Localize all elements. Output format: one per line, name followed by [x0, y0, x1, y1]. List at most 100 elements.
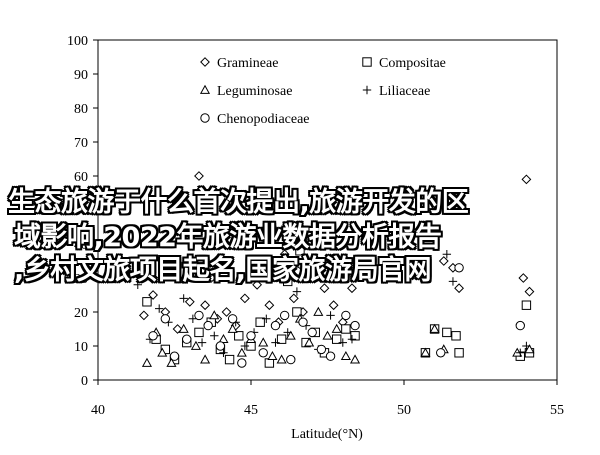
- y-tick-label: 90: [74, 68, 88, 83]
- gramineae-point: [328, 300, 339, 311]
- chenopodiaceae-point: [515, 320, 525, 331]
- liliaceae-point: [347, 335, 357, 344]
- x-tick-label: 45: [244, 403, 258, 418]
- chenopodiaceae-point: [350, 320, 360, 331]
- chenopodiaceae-point: [194, 310, 204, 321]
- liliaceae-point: [442, 250, 452, 259]
- liliaceae-point: [179, 294, 188, 303]
- leguminosae-point: [236, 347, 247, 357]
- leguminosae-point: [331, 323, 342, 333]
- leguminosae-point: [200, 354, 211, 364]
- gramineae-point: [172, 324, 183, 334]
- compositae-point: [224, 354, 235, 365]
- liliaceae-point: [326, 311, 335, 320]
- compositae-point: [255, 317, 265, 327]
- plot-area: [97, 39, 558, 381]
- chenopodiaceae-point: [148, 331, 158, 341]
- y-tick-label: 20: [74, 306, 88, 321]
- overlay-text-line-1: 生态旅游于什么首次提出,旅游开发的区: [8, 187, 469, 218]
- liliaceae-point: [304, 256, 314, 266]
- liliaceae-point: [240, 341, 250, 351]
- leguminosae-point: [166, 357, 177, 367]
- leguminosae-point: [209, 310, 220, 320]
- gramineae-point: [148, 290, 158, 300]
- leguminosae-point: [157, 347, 168, 357]
- x-tick-label: 55: [550, 403, 564, 418]
- x-tick-label: 50: [397, 403, 411, 418]
- legend-item-compositae: Compositae: [362, 56, 446, 71]
- compositae-point: [451, 331, 461, 341]
- chenopodiaceae-point: [182, 334, 192, 344]
- compositae-point: [350, 331, 360, 341]
- liliaceae-point: [262, 314, 271, 323]
- x-tick-label: 40: [91, 403, 105, 418]
- chenopodiaceae-point: [215, 341, 226, 351]
- gramineae-point: [319, 283, 330, 294]
- leguminosae-point: [420, 347, 431, 357]
- chenopodiaceae-point: [169, 351, 180, 361]
- compositae-point: [295, 246, 305, 256]
- legend: Gramineae Leguminosae Compositae Liliaceae C…: [199, 56, 446, 127]
- liliaceae-point: [219, 348, 228, 357]
- gramineae-point: [279, 249, 290, 260]
- leguminosae-point: [313, 306, 324, 316]
- x-axis-label: Latitude(°N): [291, 427, 363, 442]
- y-tick-label: 0: [81, 374, 88, 389]
- chenopodiaceae-point: [298, 317, 308, 327]
- leguminosae-point: [258, 337, 269, 347]
- chenopodiaceae-point: [436, 348, 446, 358]
- gramineae-point: [221, 307, 232, 317]
- y-tick-label: 100: [67, 34, 88, 49]
- gramineae-point: [239, 293, 250, 304]
- chenopodiaceae-point: [237, 358, 247, 368]
- leguminosae-point: [429, 323, 440, 333]
- gramineae-point: [288, 293, 299, 304]
- compositae-point: [341, 324, 351, 334]
- gramineae-point: [206, 273, 217, 283]
- leguminosae-point: [322, 330, 333, 340]
- gramineae-point: [194, 171, 204, 181]
- liliaceae-point: [448, 277, 458, 286]
- gramineae-point: [184, 296, 195, 307]
- liliaceae-point: [516, 348, 525, 357]
- legend-item-leguminosae: Leguminosae: [199, 84, 292, 99]
- leguminosae-point: [304, 337, 315, 347]
- compositae-point: [283, 276, 293, 287]
- chenopodiaceae-point: [316, 344, 327, 355]
- leguminosae-point: [190, 340, 201, 350]
- chenopodiaceae-point: [307, 327, 317, 338]
- legend-label: Chenopodiaceae: [217, 112, 310, 127]
- series-chenopodiaceae: [148, 263, 525, 368]
- y-tick-label: 10: [74, 340, 88, 355]
- compositae-point: [194, 327, 204, 338]
- leguminosae-point: [267, 350, 278, 361]
- leguminosae-point: [227, 323, 238, 333]
- gramineae-point: [438, 256, 449, 266]
- data-points: [133, 171, 535, 368]
- leguminosae-point: [141, 357, 153, 367]
- liliaceae-point: [188, 314, 198, 323]
- gramineae-point: [524, 286, 535, 297]
- liliaceae-point: [210, 331, 219, 340]
- liliaceae-point: [197, 338, 207, 347]
- compositae-point: [234, 331, 244, 341]
- compositae-point: [442, 327, 452, 338]
- gramineae-point: [200, 300, 211, 311]
- leguminosae-point: [178, 323, 189, 333]
- leguminosae-point: [349, 354, 361, 364]
- gramineae-point: [264, 300, 275, 311]
- legend-item-chenopodiaceae: Chenopodiaceae: [200, 112, 310, 127]
- liliaceae-point: [522, 341, 531, 351]
- gramineae-point: [518, 273, 529, 283]
- leguminosae-point: [524, 344, 535, 354]
- gramineae-point: [252, 279, 263, 290]
- compositae-point: [521, 300, 532, 310]
- legend-label: Compositae: [379, 56, 446, 71]
- liliaceae-point: [155, 304, 164, 313]
- liliaceae-point: [292, 287, 302, 296]
- legend-gramineae-marker: [200, 57, 210, 67]
- chenopodiaceae-point: [227, 314, 238, 324]
- legend-label: Gramineae: [217, 56, 278, 71]
- chenopodiaceae-point: [325, 351, 336, 361]
- chenopodiaceae-point: [286, 354, 296, 365]
